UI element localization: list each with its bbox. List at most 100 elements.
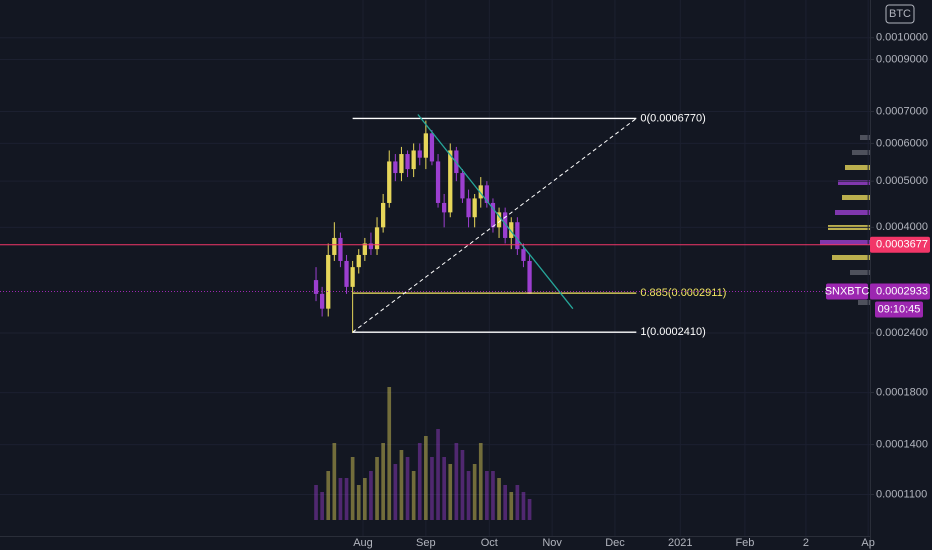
x-tick-label: Aug [353,537,373,549]
profile-bar [845,165,870,170]
profile-bar [838,180,870,185]
volume-bar [399,450,404,520]
candle-body [466,198,471,218]
candle-body [496,212,502,228]
symbol-label: SNXBTC [825,285,870,297]
y-tick-label: 0.0006000 [876,137,928,149]
x-tick-label: 2021 [668,537,692,549]
x-tick-label: Sep [416,537,436,549]
profile-bar [858,300,870,305]
symbol-tag [826,283,868,300]
volume-bar [338,478,343,520]
volume-bar [417,443,422,520]
candle-body [368,243,374,250]
candle-body [509,222,514,238]
fib-trend [352,118,637,333]
volume-bar [436,429,440,520]
candle-body [472,198,477,218]
volume-bar [466,471,471,520]
candle-body [356,254,361,268]
volume-bar [356,485,361,520]
trendline [417,114,574,310]
volume-bar [369,471,373,520]
y-tick-label: 0.0001100 [876,488,927,500]
candle-body [448,150,453,213]
candle-body [411,150,416,170]
volume-bar [320,492,324,520]
candle-body [326,254,331,309]
y-tick-label: 0.0007000 [876,105,928,117]
candle-body [490,202,496,228]
fib-label: 0(0.0006770) [640,112,705,124]
volume-bar [393,464,398,520]
volume-bar [448,464,453,520]
volume-bar [497,478,501,520]
volume-bar [424,436,428,520]
y-tick-label: 0.0004000 [876,221,928,233]
grid [0,0,870,536]
candle-body [442,202,447,213]
candle-body [521,249,526,261]
price-tag [870,283,930,300]
volume-bar [509,492,514,520]
volume-bar [442,457,446,520]
fib-label: 1(0.0002410) [640,326,705,338]
candle-body [387,161,392,203]
countdown-tag [875,301,923,318]
volume-bar [485,471,489,520]
volume-bar [363,478,367,520]
candle-body [460,173,465,199]
price-tag-label: 0.0002933 [876,285,928,297]
plot: 0(0.0006770) 0.885(0.0002911) 1(0.0002410) [0,112,870,520]
candle-body [478,185,483,199]
volume-bar [411,471,416,520]
axis: 0.0010000 0.0009000 0.0007000 0.0006000 0.00… [353,4,930,549]
profile-bar [850,270,870,275]
volume-bar [405,457,410,520]
profile-bar [842,195,870,200]
candle-body [350,267,355,287]
candle-body [503,212,508,238]
candle-body [527,260,532,294]
candle-body [374,227,380,250]
profile-bar [832,255,870,260]
profile-bar [835,210,870,215]
volume-bar [454,443,459,520]
candle-body [484,185,489,203]
volume-bar [314,485,318,520]
volume-bar [430,457,434,520]
volume-bar [375,457,379,520]
x-tick-label: Oct [481,537,498,549]
volume-bar [344,478,349,520]
y-tick-label: 0.0009000 [876,53,928,65]
candle-body [417,150,422,158]
candle-body [332,237,337,255]
y-tick-label: 0.0010000 [876,32,928,44]
candle-body [405,154,410,170]
candle-body [381,202,386,228]
volume-bar [527,499,532,520]
volume-bar [332,443,337,520]
candle-body [344,260,349,287]
volume-bar [491,471,495,520]
x-tick-label: Feb [735,537,754,549]
fib-label: 0.885(0.0002911) [640,287,726,299]
profile-bar [860,135,870,140]
volume-bar [503,485,507,520]
candle-body [429,133,435,162]
currency-badge [885,4,915,24]
x-tick-label: Nov [542,537,562,549]
price-tag [870,236,930,253]
volume-bar [478,443,483,520]
candle-body [393,161,398,174]
candle-body [399,154,404,174]
x-tick-label: 2 [803,537,809,549]
currency-label: BTC [889,8,911,20]
volume-bar [387,387,392,520]
y-tick-label: 0.0001400 [876,438,928,450]
x-tick-label: Dec [605,537,625,549]
candle-body [338,237,343,261]
y-tick-label: 0.0001800 [876,386,928,398]
